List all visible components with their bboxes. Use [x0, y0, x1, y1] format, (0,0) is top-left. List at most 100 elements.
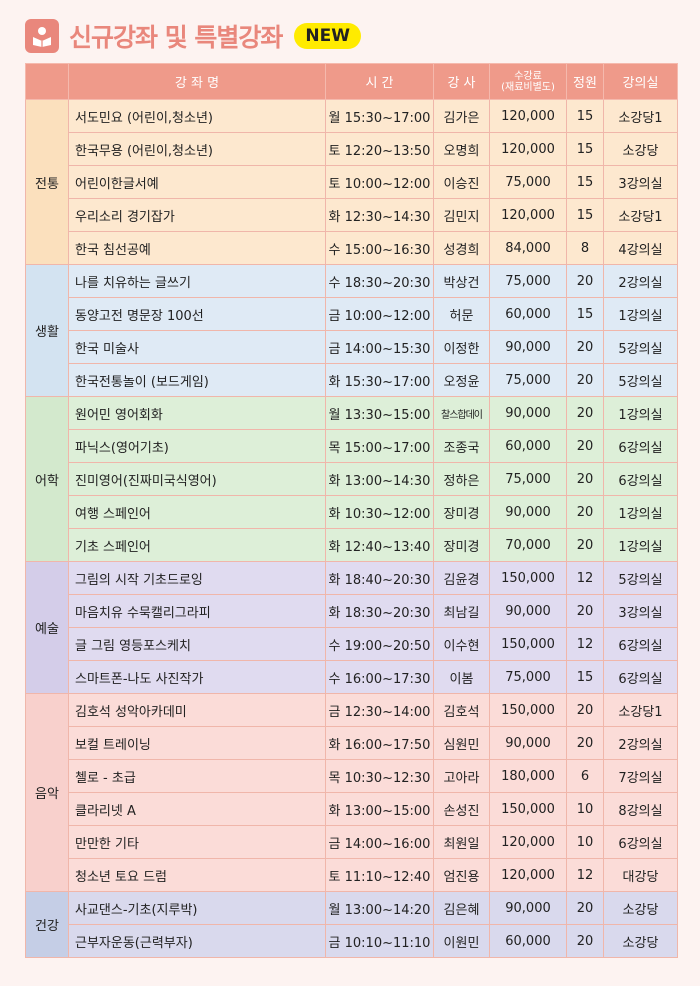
category-cell: 예술 [25, 561, 69, 694]
table-row: 생활 나를 치유하는 글쓰기 수 18:30~20:30 박상건 75,000 20 2강의… [25, 264, 678, 397]
course-fee: 75,000 [489, 363, 567, 397]
course-instructor: 허문 [433, 297, 490, 331]
header-name: 강 좌 명 [68, 63, 326, 100]
course-instructor: 최원일 [433, 825, 490, 859]
course-time: 화 13:00~14:30 [325, 462, 434, 496]
course-room: 3강의실 [603, 165, 678, 199]
header-instructor: 강 사 [433, 63, 490, 100]
course-capacity: 10 [566, 792, 604, 826]
course-instructor: 조종국 [433, 429, 490, 463]
course-time: 화 15:30~17:00 [325, 363, 434, 397]
course-instructor: 이봄 [433, 660, 490, 694]
course-capacity: 20 [566, 528, 604, 562]
category-cell: 어학 [25, 396, 69, 562]
course-capacity: 15 [566, 660, 604, 694]
course-name: 한국 미술사 [68, 330, 326, 364]
course-name: 동양고전 명문장 100선 [68, 297, 326, 331]
course-instructor: 김가은 [433, 99, 490, 133]
course-instructor: 손성진 [433, 792, 490, 826]
category-cell: 건강 [25, 891, 69, 958]
page-title: 신규강좌 및 특별강좌 NEW [25, 18, 362, 54]
table-row: 동양고전 명문장 100선 금 10:00~12:00 허문 60,000 15 1강의실 [25, 297, 678, 331]
course-time: 화 12:30~14:30 [325, 198, 434, 232]
course-room: 2강의실 [603, 264, 678, 298]
course-instructor: 김호석 [433, 693, 490, 727]
table-row: 만만한 기타 금 14:00~16:00 최원일 120,000 10 6강의실 [25, 825, 678, 859]
course-time: 수 18:30~20:30 [325, 264, 434, 298]
course-capacity: 10 [566, 825, 604, 859]
course-capacity: 6 [566, 759, 604, 793]
fee-label: 수강료 [514, 70, 542, 82]
course-name: 파닉스(영어기초) [68, 429, 326, 463]
course-capacity: 20 [566, 429, 604, 463]
course-name: 기초 스페인어 [68, 528, 326, 562]
header-fee: 수강료 (재료비별도) [489, 63, 567, 100]
course-room: 1강의실 [603, 495, 678, 529]
table-row: 청소년 토요 드럼 토 11:10~12:40 엄진용 120,000 12 대강당 [25, 858, 678, 892]
reading-person-icon [25, 19, 59, 53]
course-instructor: 장미경 [433, 495, 490, 529]
course-capacity: 20 [566, 264, 604, 298]
table-row: 파닉스(영어기초) 목 15:00~17:00 조종국 60,000 20 6강의실 [25, 429, 678, 463]
course-name: 김호석 성악아카데미 [68, 693, 326, 727]
table-row: 음악 김호석 성악아카데미 금 12:30~14:00 김호석 150,000 20 소강당… [25, 693, 678, 892]
course-name: 첼로 - 초급 [68, 759, 326, 793]
course-fee: 90,000 [489, 726, 567, 760]
course-instructor: 심원민 [433, 726, 490, 760]
course-instructor: 최남길 [433, 594, 490, 628]
course-fee: 75,000 [489, 660, 567, 694]
course-fee: 84,000 [489, 231, 567, 265]
course-fee: 120,000 [489, 858, 567, 892]
course-name: 클라리넷 A [68, 792, 326, 826]
course-fee: 75,000 [489, 264, 567, 298]
table-row: 전통 서도민요 (어린이,청소년) 월 15:30~17:00 김가은 120,000 1… [25, 99, 678, 265]
course-room: 5강의실 [603, 363, 678, 397]
course-fee: 150,000 [489, 627, 567, 661]
course-time: 수 15:00~16:30 [325, 231, 434, 265]
course-fee: 60,000 [489, 924, 567, 958]
course-room: 6강의실 [603, 660, 678, 694]
header-room: 강의실 [603, 63, 678, 100]
course-capacity: 20 [566, 495, 604, 529]
table-row: 한국 침선공예 수 15:00~16:30 성경희 84,000 8 4강의실 [25, 231, 678, 265]
course-capacity: 20 [566, 891, 604, 925]
course-time: 화 13:00~15:00 [325, 792, 434, 826]
course-room: 소강당 [603, 132, 678, 166]
course-room: 7강의실 [603, 759, 678, 793]
course-name: 진미영어(진짜미국식영어) [68, 462, 326, 496]
course-instructor: 오정윤 [433, 363, 490, 397]
course-fee: 60,000 [489, 429, 567, 463]
course-room: 대강당 [603, 858, 678, 892]
course-instructor: 오명희 [433, 132, 490, 166]
course-time: 목 10:30~12:30 [325, 759, 434, 793]
course-time: 수 16:00~17:30 [325, 660, 434, 694]
course-instructor: 김은혜 [433, 891, 490, 925]
course-fee: 90,000 [489, 330, 567, 364]
course-instructor: 박상건 [433, 264, 490, 298]
course-room: 5강의실 [603, 330, 678, 364]
course-capacity: 15 [566, 99, 604, 133]
course-fee: 150,000 [489, 792, 567, 826]
course-instructor: 장미경 [433, 528, 490, 562]
course-time: 토 12:20~13:50 [325, 132, 434, 166]
course-fee: 120,000 [489, 99, 567, 133]
header-capacity: 정원 [566, 63, 604, 100]
course-capacity: 12 [566, 627, 604, 661]
course-room: 6강의실 [603, 429, 678, 463]
course-name: 우리소리 경기잡가 [68, 198, 326, 232]
course-room: 소강당1 [603, 99, 678, 133]
course-time: 토 10:00~12:00 [325, 165, 434, 199]
header-category [25, 63, 69, 100]
course-room: 소강당1 [603, 198, 678, 232]
course-instructor: 성경희 [433, 231, 490, 265]
table-header: 강 좌 명 시 간 강 사 수강료 (재료비별도) 정원 강의실 [25, 63, 678, 100]
course-time: 화 10:30~12:00 [325, 495, 434, 529]
course-name: 글 그림 영등포스케치 [68, 627, 326, 661]
course-name: 사교댄스-기초(지루박) [68, 891, 326, 925]
course-fee: 120,000 [489, 198, 567, 232]
header-time: 시 간 [325, 63, 434, 100]
course-capacity: 20 [566, 330, 604, 364]
table-row: 첼로 - 초급 목 10:30~12:30 고아라 180,000 6 7강의실 [25, 759, 678, 793]
course-time: 월 15:30~17:00 [325, 99, 434, 133]
title-text: 신규강좌 및 특별강좌 [69, 23, 283, 52]
